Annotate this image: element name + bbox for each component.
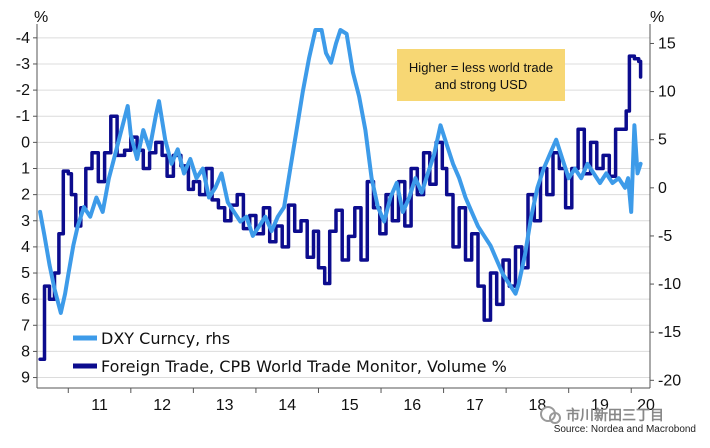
left-tick-label: 5 [21, 265, 30, 282]
annotation-box-bg [397, 49, 565, 101]
legend: DXY Curncy, rhs Foreign Trade, CPB World… [73, 329, 507, 376]
left-tick-label: 1 [21, 160, 30, 177]
x-tick-label: 19 [591, 397, 609, 414]
annotation-box: Higher = less world trade and strong USD [397, 49, 565, 101]
wechat-icon-bubble [549, 412, 561, 424]
left-tick-label: 2 [21, 187, 30, 204]
series-line-dxy [38, 28, 643, 315]
x-tick-label: 14 [278, 397, 296, 414]
x-axis-ticks: 11 12 13 14 15 16 17 18 19 20 [67, 388, 655, 414]
annotation-line-1: Higher = less world trade [409, 60, 553, 75]
series-line-foreign-trade [38, 54, 643, 362]
left-tick-label: 8 [21, 343, 30, 360]
right-tick-label: -10 [658, 276, 681, 293]
gridlines [37, 37, 650, 379]
left-tick-label: -3 [16, 56, 30, 73]
legend-label-dxy: DXY Curncy, rhs [101, 329, 230, 348]
x-tick-label: 16 [403, 397, 421, 414]
left-unit-label: % [34, 9, 48, 26]
right-tick-label: 10 [658, 84, 676, 101]
right-tick-label: 15 [658, 35, 676, 52]
left-tick-label: -1 [16, 108, 30, 125]
left-axis-ticks: -4 -3 -2 -1 0 1 2 3 4 5 6 7 8 9 [16, 30, 37, 387]
left-tick-label: 3 [21, 213, 30, 230]
series-group [38, 28, 643, 362]
x-tick-label: 12 [153, 397, 171, 414]
watermark-text: 市川新田三丁目 [566, 407, 664, 424]
left-tick-label: 6 [21, 291, 30, 308]
right-tick-label: -5 [658, 228, 672, 245]
left-tick-label: 9 [21, 370, 30, 387]
x-tick-label: 17 [466, 397, 484, 414]
left-tick-label: 0 [21, 134, 30, 151]
right-unit-label: % [650, 9, 664, 26]
left-tick-label: 4 [21, 239, 30, 256]
left-tick-label: 7 [21, 317, 30, 334]
x-tick-label: 18 [529, 397, 547, 414]
left-tick-label: -4 [16, 30, 30, 47]
x-tick-label: 15 [341, 397, 359, 414]
watermark: 市川新田三丁目 [540, 406, 664, 424]
right-tick-label: 0 [658, 180, 667, 197]
right-tick-label: -20 [658, 372, 681, 389]
right-tick-label: -15 [658, 324, 681, 341]
left-tick-label: -2 [16, 82, 30, 99]
x-tick-label: 13 [216, 397, 234, 414]
axes [36, 24, 651, 389]
x-tick-label: 11 [91, 397, 108, 414]
right-axis-ticks: 15 10 5 0 -5 -10 -15 -20 [650, 35, 681, 389]
annotation-line-2: and strong USD [435, 77, 528, 92]
right-tick-label: 5 [658, 132, 667, 149]
legend-label-trade: Foreign Trade, CPB World Trade Monitor, … [101, 357, 507, 376]
x-tick-label: 20 [637, 397, 655, 414]
source-note: Source: Nordea and Macrobond [554, 424, 696, 435]
